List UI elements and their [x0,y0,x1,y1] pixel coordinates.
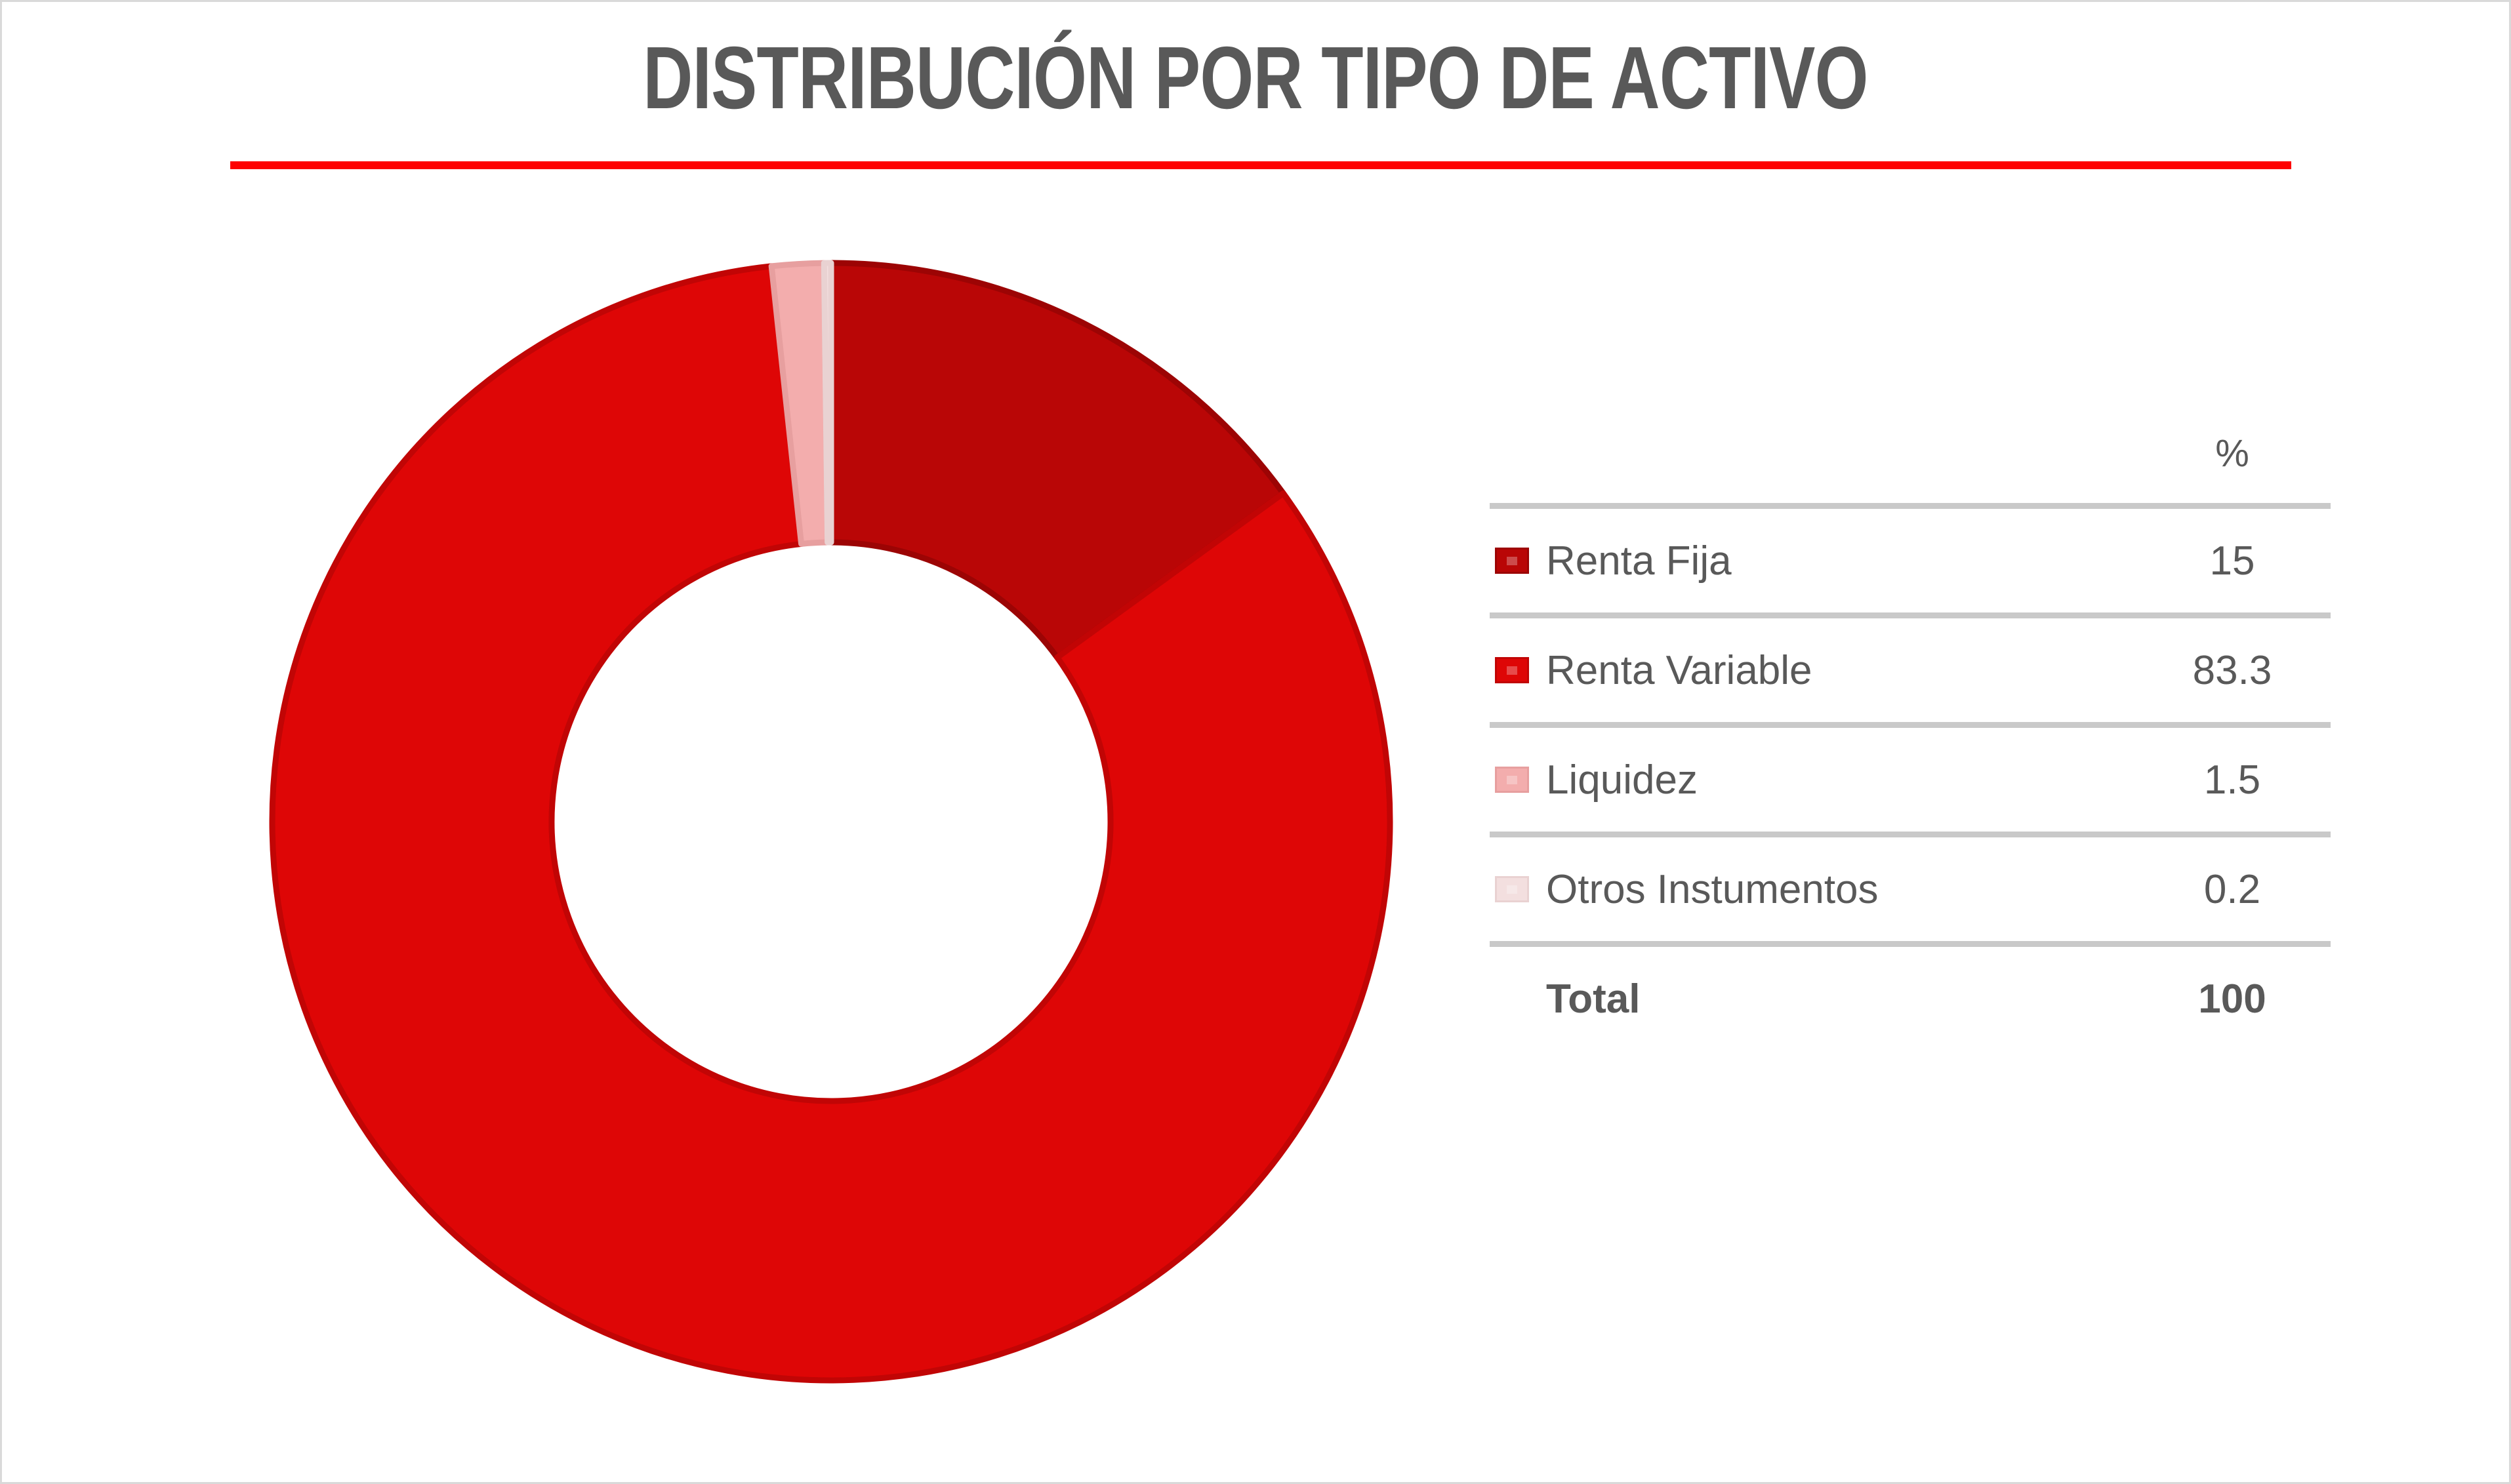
legend-row-liquidez: Liquidez 1.5 [1490,722,2331,832]
legend-swatch-renta-variable [1495,657,1529,683]
legend-swatch-highlight [1507,556,1517,565]
legend-table: % Renta Fija 15 Renta Variable 83.3 Liquidez… [1490,403,2331,1051]
legend-swatch-highlight [1507,775,1517,784]
legend-value: 15 [2209,538,2255,584]
legend-row-renta-variable: Renta Variable 83.3 [1490,612,2331,722]
donut-slice-renta-variable [269,263,1393,1384]
legend-swatch-liquidez [1495,767,1529,793]
donut-slice-renta-fija [828,260,1286,661]
legend-swatch-highlight [1507,666,1517,675]
donut-chart [269,260,1393,1384]
legend-value-header: % [2215,431,2249,475]
legend-row-renta-fija: Renta Fija 15 [1490,503,2331,612]
legend-label: Renta Fija [1546,538,1732,584]
donut-slice-otros-instumentos [821,260,834,546]
legend-label: Renta Variable [1546,647,1812,693]
title-underline [230,161,2291,169]
legend-row-total: Total 100 [1490,941,2331,1051]
legend-value: 83.3 [2192,647,2272,693]
legend-label: Liquidez [1546,757,1698,803]
legend-swatch-otros-instumentos [1495,876,1529,902]
legend-swatch-highlight [1507,885,1517,894]
legend-header-row: % [1490,403,2331,503]
legend-swatch-renta-fija [1495,548,1529,574]
chart-title: DISTRIBUCIÓN POR TIPO DE ACTIVO [643,28,1868,127]
legend-rows: Renta Fija 15 Renta Variable 83.3 Liquidez 1.… [1490,503,2331,1051]
legend-label: Otros Instumentos [1546,866,1879,912]
legend-value: 1.5 [2203,757,2261,803]
legend-row-otros-instumentos: Otros Instumentos 0.2 [1490,832,2331,941]
legend-value: 0.2 [2203,866,2261,912]
legend-total-value: 100 [2198,976,2266,1022]
legend-total-label: Total [1546,976,1641,1022]
